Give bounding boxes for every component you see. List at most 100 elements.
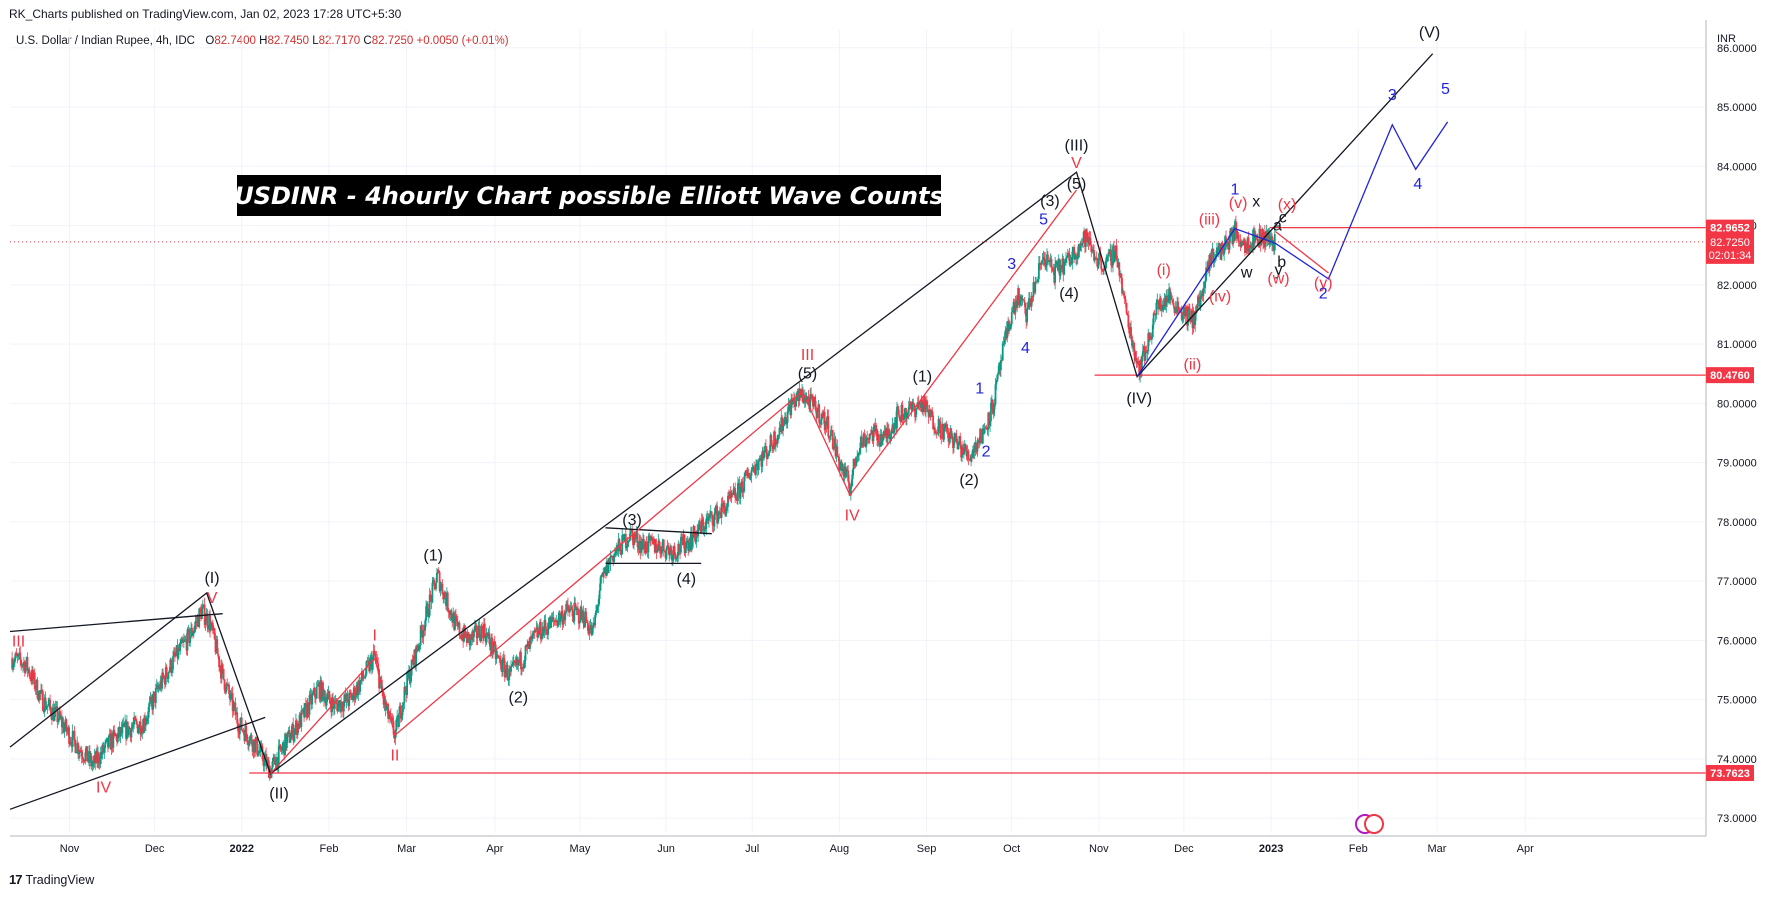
candle-body bbox=[316, 685, 319, 687]
candle-body bbox=[119, 727, 122, 737]
candle-body bbox=[107, 737, 109, 748]
candle-body bbox=[467, 632, 470, 635]
candle-body bbox=[1216, 247, 1218, 257]
candle-body bbox=[210, 624, 212, 631]
candle-body bbox=[823, 412, 826, 431]
black-wave-line[interactable] bbox=[9, 716, 266, 810]
candle-body bbox=[307, 702, 310, 715]
candle-body bbox=[466, 632, 469, 643]
candle-body bbox=[1052, 268, 1055, 273]
candle-body bbox=[602, 572, 605, 577]
price-tick-label: 76.0000 bbox=[1717, 635, 1757, 647]
candle-body bbox=[940, 437, 943, 439]
black-wave-line[interactable] bbox=[9, 613, 223, 633]
candle-body bbox=[1107, 252, 1110, 257]
candle-body bbox=[1037, 279, 1039, 282]
candle-body bbox=[44, 697, 47, 710]
candle-body bbox=[1207, 261, 1210, 271]
candle-body bbox=[391, 718, 394, 722]
candle-body bbox=[184, 639, 187, 641]
time-tick-label: Feb bbox=[320, 843, 339, 855]
wave-label: (5) bbox=[1067, 176, 1087, 193]
candle-body bbox=[520, 667, 523, 670]
candle-body bbox=[798, 388, 801, 401]
candle-body bbox=[418, 645, 421, 647]
candle-body bbox=[870, 430, 873, 435]
candle-body bbox=[617, 539, 620, 552]
candle-body bbox=[876, 429, 878, 441]
candle-body bbox=[256, 737, 258, 755]
candle-body bbox=[13, 662, 15, 665]
candle-body bbox=[128, 727, 131, 729]
candle-body bbox=[116, 735, 118, 742]
candle-body bbox=[1250, 244, 1253, 248]
candle-body bbox=[1087, 236, 1090, 245]
blue-wave-line[interactable] bbox=[1136, 121, 1449, 378]
candle-body bbox=[699, 526, 702, 533]
time-axis[interactable]: Nov Dec 2022 Feb Mar Apr May Jun Jul Aug Sep Oct Nov… bbox=[10, 835, 1706, 855]
candle-body bbox=[1218, 243, 1221, 249]
events-icon[interactable] bbox=[1355, 814, 1384, 834]
candle-body bbox=[475, 625, 478, 639]
candle-body bbox=[1123, 295, 1126, 300]
candle-body bbox=[126, 721, 128, 739]
candle-body bbox=[571, 609, 574, 617]
wave-label: I bbox=[372, 627, 376, 644]
candle-body bbox=[1166, 296, 1169, 303]
candle-body bbox=[272, 758, 275, 762]
candle-body bbox=[495, 654, 498, 660]
candle-body bbox=[492, 641, 495, 652]
horizontal-levels[interactable] bbox=[10, 227, 1706, 774]
candle-body bbox=[189, 636, 192, 643]
candle-body bbox=[972, 449, 975, 453]
candle-body bbox=[358, 680, 361, 692]
candle-body bbox=[362, 677, 365, 679]
candle-body bbox=[45, 707, 48, 710]
candle-body bbox=[953, 433, 956, 442]
candle-body bbox=[558, 612, 560, 622]
candle-body bbox=[833, 438, 836, 448]
candle-body bbox=[537, 629, 540, 638]
wave-label: (iii) bbox=[1199, 211, 1220, 228]
candle-body bbox=[425, 606, 427, 621]
candle-body bbox=[1086, 236, 1089, 243]
wave-label: c bbox=[1279, 210, 1287, 227]
price-axis[interactable]: 73.0000 74.0000 75.0000 76.0000 77.0000 78.00… bbox=[1705, 20, 1757, 836]
wave-label: (iv) bbox=[1209, 288, 1231, 305]
candle-body bbox=[718, 511, 720, 515]
candle-body bbox=[1170, 295, 1173, 300]
candle-body bbox=[1113, 251, 1116, 263]
red-wave-line[interactable] bbox=[1274, 230, 1329, 274]
candle-body bbox=[941, 424, 944, 438]
wave-label: 1 bbox=[975, 380, 984, 397]
candle-body bbox=[248, 736, 251, 744]
wave-lines[interactable] bbox=[9, 53, 1449, 810]
symbol-legend[interactable]: U.S. Dollar / Indian Rupee, 4h, IDC O82.… bbox=[16, 35, 509, 47]
black-wave-line[interactable] bbox=[605, 527, 712, 535]
candle-body bbox=[1046, 254, 1048, 266]
candle-body bbox=[181, 639, 183, 643]
candle-body bbox=[836, 446, 839, 456]
candle-body bbox=[962, 449, 965, 455]
candle-body bbox=[633, 533, 636, 540]
candle-body bbox=[201, 608, 203, 620]
candle-body bbox=[364, 674, 367, 678]
candle-body bbox=[295, 720, 298, 736]
candle-body bbox=[378, 669, 380, 689]
candle-body bbox=[429, 594, 432, 596]
candle-body bbox=[635, 532, 638, 538]
candle-body bbox=[567, 604, 569, 611]
candle-body bbox=[729, 491, 732, 498]
candle-body bbox=[278, 744, 281, 746]
candle-body bbox=[723, 502, 726, 509]
candle-body bbox=[370, 656, 372, 660]
candle-body bbox=[348, 692, 351, 706]
candle-body bbox=[1064, 261, 1066, 263]
chart-title-box[interactable]: USDINR - 4hourly Chart possible Elliott … bbox=[234, 175, 944, 216]
candle-body bbox=[994, 384, 997, 405]
red-wave-line[interactable] bbox=[270, 189, 1078, 775]
candle-body bbox=[694, 535, 697, 543]
candle-body bbox=[974, 442, 977, 452]
candle-body bbox=[1028, 298, 1031, 306]
